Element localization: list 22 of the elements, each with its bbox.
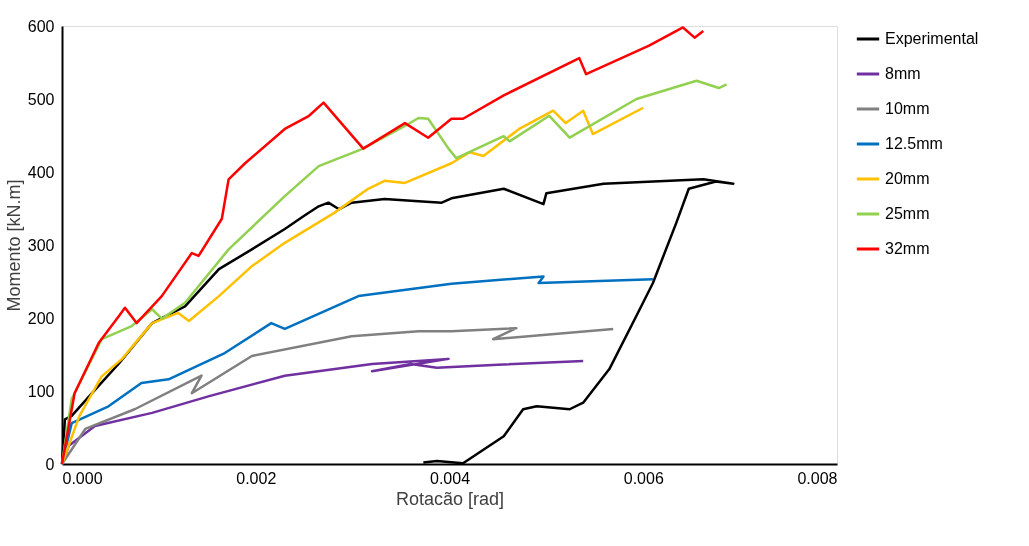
y-tick-label: 600 (27, 17, 55, 35)
y-tick-label: 200 (27, 309, 55, 327)
y-tick-label: 0 (45, 455, 55, 473)
line-series (60, 326, 615, 466)
legend-label: 8mm (885, 65, 921, 82)
y-tick-label: 100 (27, 382, 55, 400)
y-tick-label: 300 (27, 236, 55, 254)
x-tick-label: 0.002 (236, 469, 277, 487)
x-tick-label: 0.000 (62, 469, 103, 487)
x-tick-label: 0.008 (797, 469, 838, 487)
legend-label: 12.5mm (885, 135, 943, 152)
y-tick-label: 400 (27, 163, 55, 181)
legend-label: 32mm (885, 240, 930, 257)
legend-label: 10mm (885, 100, 930, 117)
y-tick-label: 500 (27, 90, 55, 108)
y-axis-title: Momento [kN.m] (3, 179, 24, 312)
legend-label: Experimental (885, 30, 979, 47)
x-axis-title: Rotacão [rad] (395, 488, 505, 509)
legend-label: 20mm (885, 170, 930, 187)
x-tick-label: 0.006 (623, 469, 664, 487)
x-tick-label: 0.004 (429, 469, 471, 487)
legend-label: 25mm (885, 205, 930, 222)
